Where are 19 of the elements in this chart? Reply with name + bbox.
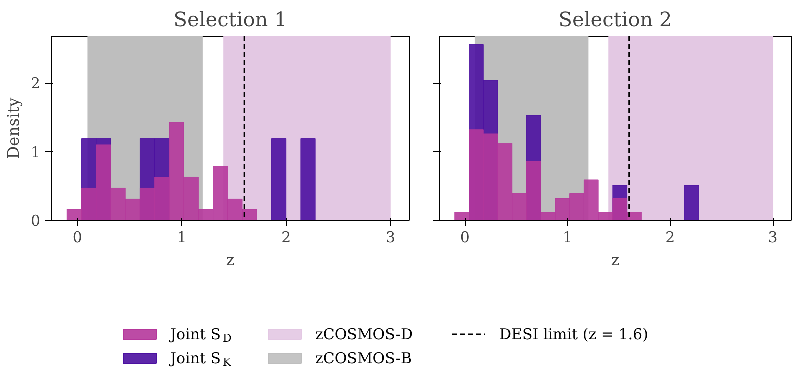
y-tick-label: 2 — [30, 74, 41, 93]
x-tick-label: 0 — [72, 228, 82, 246]
x-tick-label: 0 — [460, 228, 470, 246]
y-tick-label: 0 — [30, 212, 41, 230]
x-tick-label: 1 — [177, 228, 187, 246]
x-tick-label: 3 — [386, 228, 396, 246]
y-tick-label: 1 — [30, 143, 41, 162]
chart-title: Selection 1 — [174, 8, 288, 32]
chart-title: Selection 2 — [558, 8, 672, 32]
legend-label: zCOSMOS-B — [316, 350, 412, 368]
y-axis-title: Density — [4, 98, 23, 160]
x-axis-title: z — [226, 250, 235, 270]
x-tick-label: 2 — [282, 228, 292, 246]
x-tick-label: 2 — [666, 228, 676, 246]
legend-label: DESI limit (z = 1.6) — [500, 326, 648, 344]
x-tick-label: 1 — [563, 228, 573, 246]
x-axis-title: z — [611, 250, 620, 270]
x-tick-label: 3 — [768, 228, 778, 246]
legend-label: zCOSMOS-D — [316, 326, 414, 344]
